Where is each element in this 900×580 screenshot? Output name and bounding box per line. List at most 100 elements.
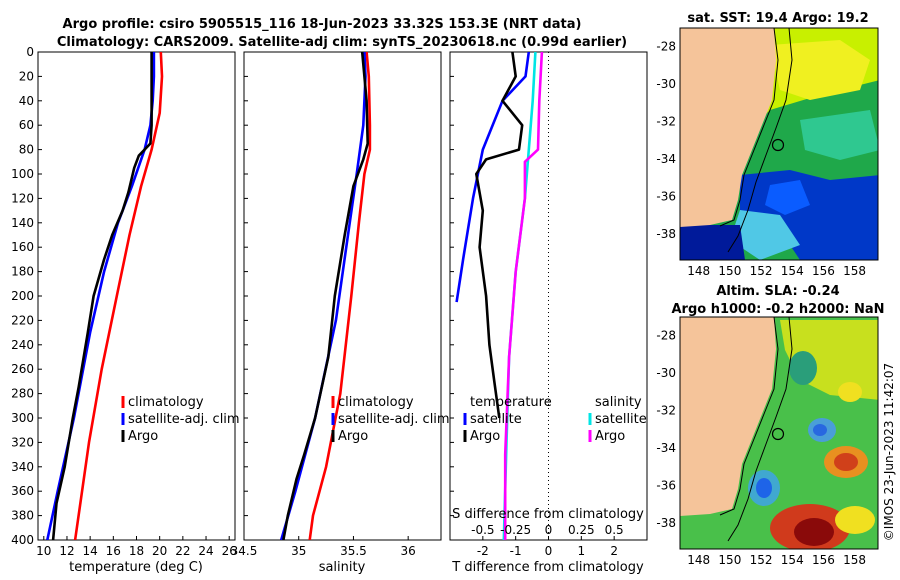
y-tick-label: 120 — [11, 191, 34, 205]
sla-map-title-1: Altim. SLA: -0.24 — [716, 284, 839, 299]
sla-map-title-2: Argo h1000: -0.2 h2000: NaN — [671, 302, 884, 317]
map-y-tick-label: -34 — [656, 152, 676, 166]
y-tick-label: 160 — [11, 240, 34, 254]
sst-map-title: sat. SST: 19.4 Argo: 19.2 — [687, 11, 868, 26]
y-tick-label: 360 — [11, 484, 34, 498]
y-tick-label: 280 — [11, 387, 34, 401]
y-tick-label: 320 — [11, 435, 34, 449]
map-y-tick-label: -28 — [656, 329, 676, 343]
sst-map-image — [680, 28, 878, 260]
x-tick-label: 0 — [545, 544, 553, 558]
legend-argo: Argo — [128, 429, 158, 444]
title-line-1: Argo profile: csiro 5905515_116 18-Jun-2… — [63, 17, 582, 32]
legend-climatology: climatology — [338, 395, 414, 410]
sla-map-frame — [679, 316, 879, 550]
x-tick-label: 12 — [59, 544, 74, 558]
salinity-axes — [243, 51, 442, 541]
map-x-tick-label: 156 — [812, 264, 835, 278]
sla-map-image — [680, 317, 878, 549]
y-tick-label: 0 — [26, 45, 34, 59]
series-line-temperature-argo — [474, 52, 524, 419]
y-tick-label: 100 — [11, 167, 34, 181]
y-tick-label: 380 — [11, 509, 34, 523]
legend-sal-argo: Argo — [595, 429, 625, 444]
map-x-tick-label: 158 — [843, 553, 866, 567]
x-top-tick-label: -0.5 — [471, 523, 494, 537]
legend-salinity: salinity — [595, 395, 642, 410]
y-tick-label: 340 — [11, 460, 34, 474]
legend-satellite: satellite-adj. clim — [338, 412, 450, 427]
x-tick-label: 36 — [401, 544, 416, 558]
map-y-tick-label: -28 — [656, 40, 676, 54]
x-tick-label: 2 — [610, 544, 618, 558]
y-tick-label: 300 — [11, 411, 34, 425]
series-line-argo — [282, 52, 370, 540]
series-line-temperature-satellite — [455, 52, 531, 303]
map-x-tick-label: 150 — [718, 264, 741, 278]
x-tick-label: 22 — [175, 544, 190, 558]
imos-timestamp: ©IMOS 23-Jun-2023 11:42:07 — [882, 363, 896, 541]
temperature-legend: climatology satellite-adj. clim Argo — [121, 395, 240, 444]
shelf-contour — [727, 28, 793, 253]
x-top-tick-label: 0.5 — [605, 523, 624, 537]
x-tick-label: 26 — [222, 544, 237, 558]
x-tick-label: 34.5 — [231, 544, 258, 558]
y-tick-label: 180 — [11, 265, 34, 279]
map-y-tick-label: -32 — [656, 404, 676, 418]
series-line-climatology — [73, 52, 164, 540]
map-y-tick-label: -36 — [656, 189, 676, 203]
y-tick-label: 400 — [11, 533, 34, 547]
x-tick-label: 14 — [83, 544, 98, 558]
map-y-tick-label: -30 — [656, 366, 676, 380]
x-tick-label: -1 — [510, 544, 522, 558]
map-y-tick-label: -36 — [656, 478, 676, 492]
land-mask — [680, 317, 776, 516]
y-tick-label: 260 — [11, 362, 34, 376]
argo-float-marker — [771, 427, 785, 441]
map-y-tick-label: -30 — [656, 77, 676, 91]
map-x-tick-label: 158 — [843, 264, 866, 278]
map-x-tick-label: 152 — [750, 264, 773, 278]
salinity-legend: climatology satellite-adj. clim Argo — [331, 395, 450, 444]
series-line-argo — [51, 52, 153, 540]
difference-series — [455, 52, 544, 540]
x-tick-label: 1 — [578, 544, 586, 558]
map-x-tick-label: 156 — [812, 553, 835, 567]
y-tick-label: 200 — [11, 289, 34, 303]
map-x-tick-label: 148 — [687, 264, 710, 278]
x-tick-label: 10 — [36, 544, 51, 558]
map-x-tick-label: 154 — [781, 264, 804, 278]
difference-xlabel: T difference from climatology — [451, 560, 644, 575]
map-x-tick-label: 154 — [781, 553, 804, 567]
x-tick-label: 24 — [198, 544, 213, 558]
difference-legend: temperature satellite Argo salinity sate… — [463, 395, 647, 444]
shelf-contour — [727, 317, 793, 542]
x-tick-label: 35.5 — [340, 544, 367, 558]
map-y-tick-label: -32 — [656, 115, 676, 129]
legend-temp-argo: Argo — [470, 429, 500, 444]
y-tick-label: 20 — [19, 69, 34, 83]
map-x-tick-label: 148 — [687, 553, 710, 567]
y-tick-label: 80 — [19, 143, 34, 157]
map-x-tick-label: 150 — [718, 553, 741, 567]
difference-xlabel-top: S difference from climatology — [452, 507, 644, 522]
y-tick-label: 220 — [11, 313, 34, 327]
legend-satellite: satellite-adj. clim — [128, 412, 240, 427]
x-tick-label: 16 — [106, 544, 121, 558]
y-tick-label: 240 — [11, 338, 34, 352]
x-top-tick-label: 0 — [545, 523, 553, 537]
x-tick-label: 35 — [291, 544, 306, 558]
land-mask — [680, 28, 776, 227]
map-y-tick-label: -34 — [656, 441, 676, 455]
sst-map-frame — [679, 27, 879, 261]
x-top-tick-label: 0.25 — [568, 523, 595, 537]
salinity-series — [279, 52, 372, 540]
x-tick-label: 18 — [129, 544, 144, 558]
temperature-xlabel: temperature (deg C) — [69, 560, 203, 575]
y-tick-label: 60 — [19, 118, 34, 132]
temperature-axes — [37, 51, 236, 541]
axis-ticks: 10 12 14 16 18 20 22 24 260204060801001201401601… — [11, 40, 866, 567]
legend-climatology: climatology — [128, 395, 204, 410]
legend-temp-satellite: satellite — [470, 412, 522, 427]
